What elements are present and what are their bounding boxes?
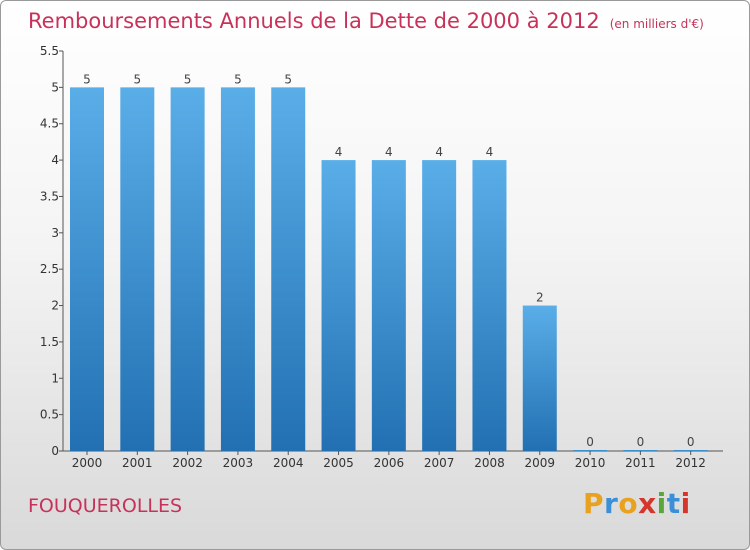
chart-labels: 5200052001520025200352004420054200642007… bbox=[72, 72, 706, 470]
bar bbox=[220, 87, 255, 451]
bar-value-label: 4 bbox=[486, 145, 494, 159]
bar-value-label: 4 bbox=[335, 145, 343, 159]
logo-letter: P bbox=[583, 487, 605, 520]
bar bbox=[573, 450, 608, 451]
bar bbox=[271, 87, 306, 451]
bar-value-label: 4 bbox=[385, 145, 393, 159]
logo-letter: x bbox=[638, 487, 657, 520]
y-tick-label: 4.5 bbox=[40, 117, 59, 131]
bar-value-label: 2 bbox=[536, 291, 544, 305]
x-tick-label: 2004 bbox=[273, 456, 304, 470]
x-tick-label: 2006 bbox=[374, 456, 405, 470]
logo-letter: i bbox=[656, 487, 667, 520]
bar-value-label: 0 bbox=[637, 435, 645, 449]
y-tick-label: 2.5 bbox=[40, 262, 59, 276]
x-tick-label: 2008 bbox=[474, 456, 505, 470]
y-tick-label: 0 bbox=[51, 444, 59, 458]
logo-letter: t bbox=[666, 487, 681, 520]
x-tick-label: 2010 bbox=[575, 456, 606, 470]
bar bbox=[371, 160, 406, 451]
x-tick-label: 2005 bbox=[323, 456, 354, 470]
x-tick-label: 2002 bbox=[172, 456, 203, 470]
y-tick-label: 1.5 bbox=[40, 335, 59, 349]
chart-axes: 0 0.5 1 1.5 2 2.5 3 3.5 4 4.5 5 5.5 bbox=[40, 44, 723, 458]
bar bbox=[70, 87, 104, 451]
chart-bars bbox=[70, 87, 708, 451]
chart-title: Remboursements Annuels de la Dette de 20… bbox=[28, 9, 704, 33]
bar bbox=[522, 305, 557, 451]
logo-letter: o bbox=[618, 487, 639, 520]
y-tick-label: 0.5 bbox=[40, 408, 59, 422]
bar-value-label: 5 bbox=[83, 72, 91, 86]
x-tick-label: 2003 bbox=[223, 456, 254, 470]
bar-value-label: 5 bbox=[284, 72, 292, 86]
commune-name: FOUQUEROLLES bbox=[28, 495, 183, 517]
bar-value-label: 0 bbox=[687, 435, 695, 449]
x-tick-label: 2007 bbox=[424, 456, 455, 470]
y-tick-label: 4 bbox=[51, 153, 59, 167]
y-tick-label: 1 bbox=[51, 371, 59, 385]
y-tick-label: 3 bbox=[51, 226, 59, 240]
x-tick-label: 2000 bbox=[72, 456, 103, 470]
y-tick-label: 5.5 bbox=[40, 44, 59, 58]
bar bbox=[170, 87, 205, 451]
x-tick-label: 2011 bbox=[625, 456, 656, 470]
x-tick-label: 2001 bbox=[122, 456, 153, 470]
bar-value-label: 4 bbox=[435, 145, 443, 159]
x-tick-label: 2009 bbox=[524, 456, 555, 470]
proxiti-logo: Proxiti bbox=[583, 487, 691, 520]
bar bbox=[673, 450, 708, 451]
chart-title-text: Remboursements Annuels de la Dette de 20… bbox=[28, 9, 600, 33]
bar bbox=[472, 160, 507, 451]
x-tick-label: 2012 bbox=[675, 456, 706, 470]
bar-value-label: 0 bbox=[586, 435, 594, 449]
bar bbox=[623, 450, 658, 451]
bar-value-label: 5 bbox=[133, 72, 141, 86]
y-tick-label: 3.5 bbox=[40, 189, 59, 203]
logo-letter: r bbox=[604, 487, 619, 520]
bar bbox=[120, 87, 155, 451]
y-tick-label: 2 bbox=[51, 299, 59, 313]
chart-title-unit: (en milliers d'€) bbox=[609, 17, 704, 31]
logo-letter: i bbox=[680, 487, 691, 520]
y-tick-label: 5 bbox=[51, 80, 59, 94]
bar-value-label: 5 bbox=[184, 72, 192, 86]
bar bbox=[321, 160, 356, 451]
bar-value-label: 5 bbox=[234, 72, 242, 86]
bar bbox=[422, 160, 457, 451]
